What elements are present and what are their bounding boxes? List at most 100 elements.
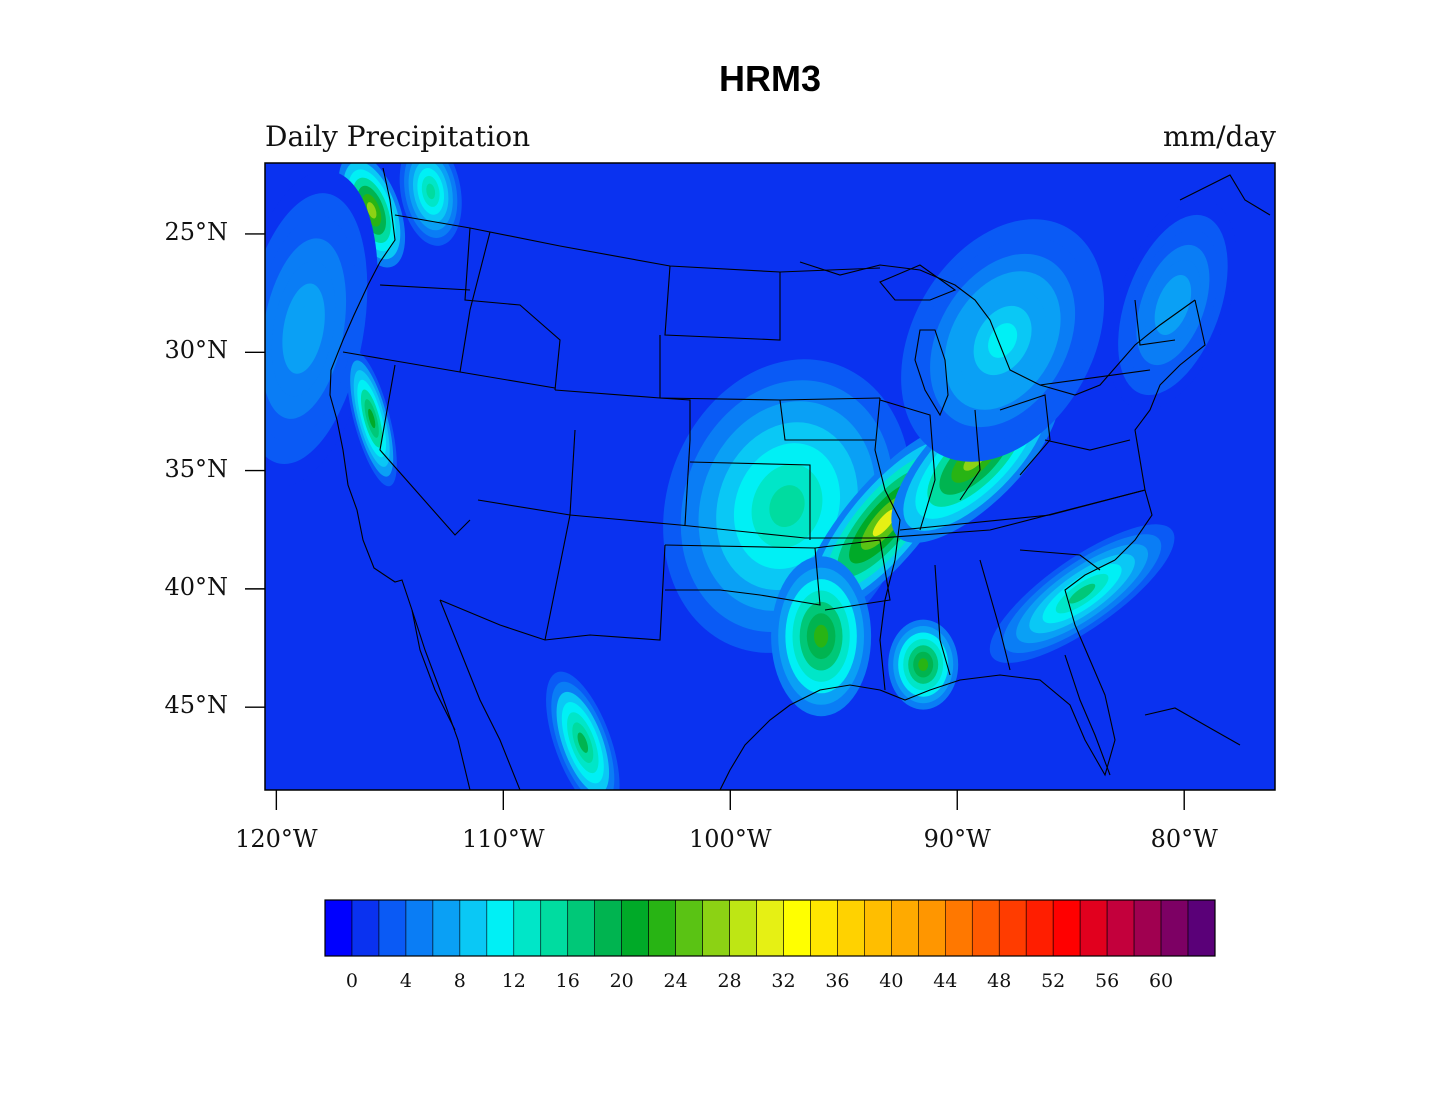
precip-contour-great-lakes (988, 323, 1018, 358)
plot-frame (264, 162, 1276, 791)
state-line-oregon (379, 284, 471, 291)
colorbar-swatch (1079, 899, 1108, 957)
latitude-label: 45°N (164, 691, 228, 720)
colorbar-frame (324, 899, 1216, 957)
colorbar (324, 899, 1216, 957)
colorbar-swatch (1106, 899, 1135, 957)
colorbar-tick-label: 28 (717, 970, 742, 992)
state-line-nevada (379, 364, 471, 536)
great-lakes-shore (799, 261, 1196, 396)
state-line-oklahoma (664, 544, 821, 606)
colorbar-swatch (837, 899, 865, 957)
florida-peninsula (1064, 654, 1111, 776)
latitude-label: 35°N (164, 454, 228, 483)
state-line-dakotas (664, 265, 781, 341)
state-line-montana (464, 227, 561, 391)
colorbar-swatch (783, 899, 811, 957)
colorbar-swatch (621, 899, 649, 957)
west-coastline (329, 167, 471, 790)
state-line-indiana (959, 409, 981, 501)
colorbar-tick-label: 44 (933, 970, 958, 992)
precip-contour-sierra-madre (577, 732, 589, 753)
units-label: mm/day (1163, 120, 1276, 153)
state-line-illinois (879, 399, 936, 531)
precip-contour-louisiana (918, 658, 929, 671)
longitude-label: 110°W (462, 825, 545, 853)
colorbar-swatch (702, 899, 730, 957)
colorbar-swatch (1025, 899, 1054, 957)
cuba-coast (1144, 707, 1241, 746)
colorbar-tick-label: 48 (987, 970, 1012, 992)
baja-east-coast (411, 609, 456, 731)
colorbar-swatch (944, 899, 973, 957)
colorbar-tick-label: 60 (1148, 970, 1174, 992)
colorbar-swatch (432, 899, 461, 957)
state-line-texas (439, 544, 666, 641)
state-line-colorado-west (569, 429, 576, 516)
colorbar-swatch (971, 899, 1000, 957)
colorbar-swatch (729, 899, 757, 957)
precip-contour-great-plains (769, 485, 805, 528)
precip-contour-northern-rockies (426, 183, 436, 200)
state-line-tennessee (899, 489, 1146, 531)
precip-contour-sierra-nevada (368, 408, 376, 429)
colorbar-swatch (567, 899, 595, 957)
colorbar-tick-label: 16 (555, 970, 580, 992)
colorbar-swatch (324, 899, 353, 957)
colorbar-swatch (918, 899, 946, 957)
state-line-ohio (999, 394, 1051, 476)
state-line-41n (554, 389, 881, 401)
colorbar-swatch (540, 899, 569, 957)
map-plot-area (265, 163, 1275, 790)
longitude-label: 100°W (689, 825, 772, 853)
canada-coast (1179, 174, 1271, 216)
lake-michigan (914, 329, 949, 417)
colorbar-swatch (998, 899, 1027, 957)
colorbar-swatch (1187, 899, 1216, 957)
colorbar-tick-label: 40 (879, 970, 904, 992)
state-line-pennsylvania (1039, 369, 1151, 386)
colorbar-tick-label: 8 (453, 970, 466, 992)
colorbar-tick-label: 32 (771, 970, 796, 992)
latitude-label: 30°N (164, 336, 228, 365)
state-line-nebraska (659, 335, 691, 440)
state-line-iowa (779, 399, 875, 441)
latitude-label: 25°N (164, 217, 228, 246)
variable-label: Daily Precipitation (265, 120, 531, 153)
longitude-label: 90°W (923, 825, 991, 853)
longitude-label: 120°W (235, 825, 318, 853)
colorbar-tick-label: 20 (609, 970, 634, 992)
longitude-label: 80°W (1150, 825, 1218, 853)
northeast-coastline (1114, 299, 1206, 561)
colorbar-tick-label: 36 (825, 970, 850, 992)
colorbar-swatch (675, 899, 703, 957)
state-line-georgia (979, 559, 1011, 671)
gulf-coastline (719, 559, 1116, 790)
axis-ticks (245, 233, 1185, 810)
colorbar-swatch (891, 899, 919, 957)
precip-contour-texas-coast (814, 624, 829, 648)
coastlines-and-borders (329, 167, 1271, 790)
precipitation-field (265, 163, 1237, 790)
colorbar-swatch (513, 899, 542, 957)
colorbar-tick-label: 0 (345, 970, 359, 992)
state-line-kansas (689, 461, 811, 540)
state-line-alabama (934, 564, 951, 676)
northern-border (394, 214, 881, 273)
state-line-virginia (1044, 439, 1131, 451)
state-line-arkansas (814, 539, 891, 611)
precip-contour-southeast (1068, 583, 1096, 604)
state-line-carolinas (1019, 549, 1101, 571)
colorbar-swatch (810, 899, 838, 957)
precip-contour-pacific-offshore (292, 305, 315, 352)
colorbar-swatch (648, 899, 676, 957)
state-line-new-england (1134, 299, 1176, 346)
colorbar-swatch (864, 899, 892, 957)
colorbar-swatch (459, 899, 488, 957)
state-line-idaho (459, 231, 491, 373)
colorbar-tick-label: 56 (1095, 970, 1120, 992)
colorbar-tick-label: 12 (501, 970, 526, 992)
colorbar-swatch (378, 899, 407, 957)
colorbar-tick-label: 52 (1041, 970, 1066, 992)
